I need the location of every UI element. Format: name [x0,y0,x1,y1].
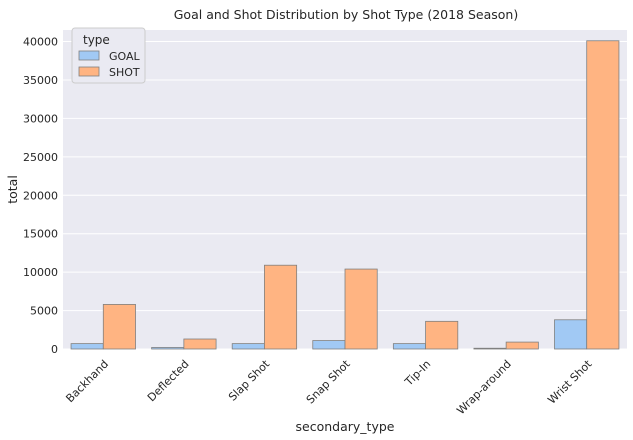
y-tick-label: 25000 [23,151,58,164]
bar-goal-snap-shot [312,340,346,350]
bar-shot-wrap-around [505,341,539,350]
bar-goal-wrap-around [473,347,507,350]
x-tick-label: Snap Shot [304,357,353,406]
legend-swatch-goal [78,50,100,61]
legend-label-goal: GOAL [109,50,141,63]
legend-title: type [83,33,110,47]
bar-shot-deflected [183,338,217,350]
legend: type GOAL SHOT [71,27,146,84]
y-tick-label: 10000 [23,266,58,279]
y-tick-label: 0 [51,343,58,356]
y-axis-ticks: 0 5000 10000 15000 20000 25000 30000 35000 40000 [23,36,58,356]
x-axis-label: secondary_type [296,419,395,434]
x-tick-label: Deflected [145,358,192,405]
x-tick-label: Tip-In [402,358,434,390]
legend-label-shot: SHOT [109,66,140,79]
legend-swatch-shot [78,66,100,77]
x-tick-label: Backhand [63,358,111,406]
bar-shot-tip-in [425,320,459,350]
y-axis-label: total [5,175,20,204]
y-tick-label: 30000 [23,112,58,125]
bar-shot-wrist-shot [586,40,620,350]
x-axis-ticks: Backhand Deflected Slap Shot Snap Shot Tip-I… [63,357,595,417]
y-tick-label: 20000 [23,189,58,202]
bar-shot-slap-shot [264,264,298,350]
y-tick-label: 15000 [23,228,58,241]
bar-goal-slap-shot [231,343,265,350]
bar-goal-backhand [70,343,104,350]
bar-goal-tip-in [392,343,426,350]
y-tick-label: 5000 [30,305,58,318]
bar-goal-wrist-shot [554,319,588,350]
bar-shot-snap-shot [344,268,378,350]
chart-title: Goal and Shot Distribution by Shot Type … [174,7,518,22]
x-tick-label: Wrist Shot [545,357,595,407]
bar-shot-backhand [102,304,136,350]
bars [70,40,620,350]
x-tick-label: Wrap-around [454,358,514,418]
x-tick-label: Slap Shot [226,357,273,404]
y-tick-label: 35000 [23,74,58,87]
y-tick-label: 40000 [23,36,58,49]
bar-goal-deflected [151,347,185,350]
